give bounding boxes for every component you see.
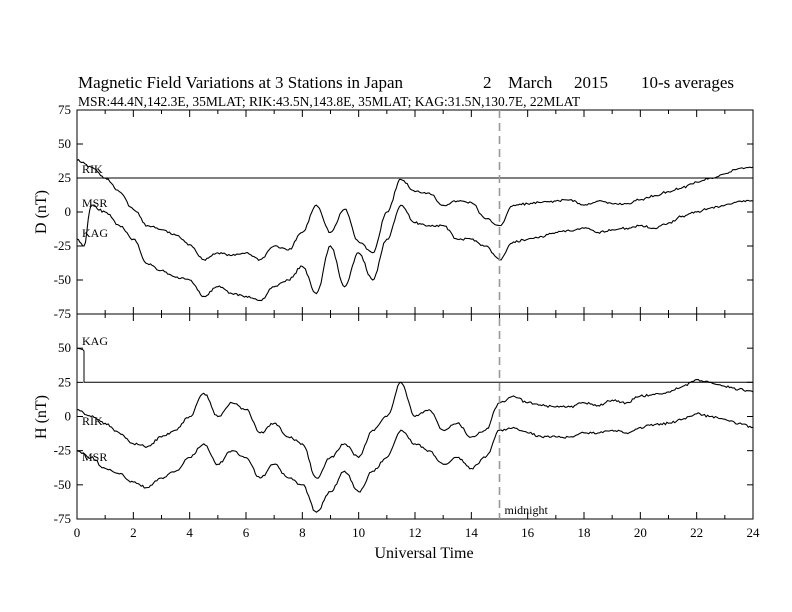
y-tick-label: -75 bbox=[54, 306, 71, 321]
series-label-kag: KAG bbox=[82, 334, 108, 348]
y-tick-label: -75 bbox=[54, 511, 71, 526]
title-main: Magnetic Field Variations at 3 Stations … bbox=[78, 73, 404, 92]
x-tick-label: 10 bbox=[352, 525, 365, 540]
subtitle: MSR:44.4N,142.3E, 35MLAT; RIK:43.5N,143.… bbox=[78, 94, 581, 109]
x-tick-label: 16 bbox=[521, 525, 535, 540]
x-tick-label: 18 bbox=[578, 525, 591, 540]
x-tick-label: 8 bbox=[299, 525, 306, 540]
midnight-marker: midnight bbox=[498, 110, 549, 519]
y-tick-label: 0 bbox=[65, 204, 72, 219]
series-label-kag: KAG bbox=[82, 226, 108, 240]
y-tick-label: -50 bbox=[54, 272, 71, 287]
y-tick-label: -25 bbox=[54, 238, 71, 253]
series-label-msr: MSR bbox=[82, 450, 107, 464]
x-tick-label: 22 bbox=[690, 525, 703, 540]
y-tick-label: -25 bbox=[54, 443, 71, 458]
series-line-kag bbox=[76, 347, 753, 383]
series-label-msr: MSR bbox=[82, 196, 107, 210]
d-axis-label: D (nT) bbox=[33, 190, 50, 234]
x-tick-label: 0 bbox=[74, 525, 81, 540]
y-tick-label: 50 bbox=[58, 136, 71, 151]
midnight-label: midnight bbox=[505, 503, 549, 517]
series-line-msr bbox=[76, 412, 754, 513]
h-axis-label: H (nT) bbox=[33, 395, 50, 439]
title-day: 2 bbox=[483, 73, 492, 92]
title-year: 2015 bbox=[574, 73, 608, 92]
x-tick-label: 12 bbox=[409, 525, 422, 540]
title-avg: 10-s averages bbox=[641, 73, 734, 92]
y-tick-label: -50 bbox=[54, 477, 71, 492]
plot-frame bbox=[76, 109, 754, 315]
y-tick-label: 75 bbox=[58, 102, 71, 117]
y-tick-label: 50 bbox=[58, 340, 71, 355]
series-line-rik bbox=[77, 378, 754, 479]
y-tick-label: 25 bbox=[58, 170, 71, 185]
x-tick-label: 2 bbox=[130, 525, 137, 540]
x-tick-label: 4 bbox=[186, 525, 193, 540]
y-tick-label: 0 bbox=[65, 409, 72, 424]
series-line-msr bbox=[76, 159, 754, 261]
x-tick-label: 24 bbox=[747, 525, 761, 540]
y-tick-label: 25 bbox=[58, 374, 71, 389]
x-axis-label: Universal Time bbox=[374, 545, 473, 562]
x-tick-label: 14 bbox=[465, 525, 479, 540]
series-label-rik: RIK bbox=[82, 414, 103, 428]
x-tick-label: 6 bbox=[243, 525, 250, 540]
series-line-kag bbox=[76, 199, 754, 302]
title-month: March bbox=[508, 73, 553, 92]
x-tick-label: 20 bbox=[634, 525, 647, 540]
